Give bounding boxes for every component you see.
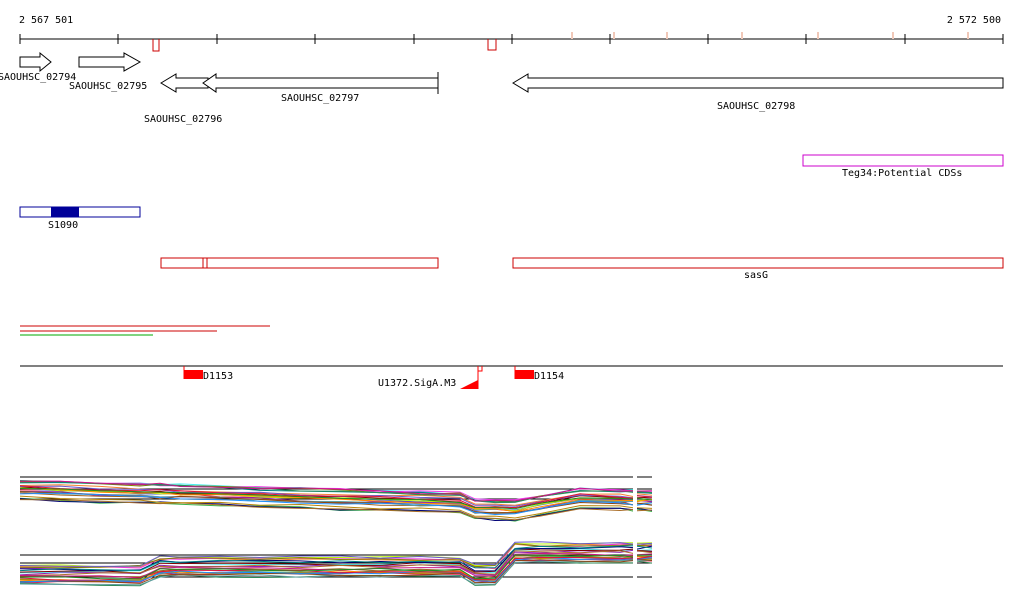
expression-trace — [19, 480, 653, 504]
end-coordinate: 2 572 500 — [947, 15, 1001, 26]
gene-label: SAOUHSC_02795 — [69, 81, 147, 92]
srna-box[interactable] — [19, 206, 141, 218]
ruler-red-notch — [487, 39, 497, 51]
gene-label: SAOUHSC_02797 — [281, 93, 359, 104]
expression-trace — [19, 558, 653, 584]
potential-cds-label: Teg34:Potential CDSs — [842, 168, 962, 179]
annotation-box[interactable] — [512, 257, 1004, 269]
gene-track: SAOUHSC_02794 SAOUHSC_02795 SAOUHSC_0279… — [0, 51, 1004, 125]
gene-arrow-reverse[interactable] — [160, 73, 209, 93]
regulatory-label: U1372.SigA.M3 — [378, 378, 456, 389]
expression-trace — [19, 550, 653, 576]
expression-trace — [19, 488, 653, 510]
expression-trace — [19, 488, 653, 513]
ruler-ticks — [19, 34, 1004, 44]
panel-gap — [633, 460, 637, 595]
start-coordinate: 2 567 501 — [19, 15, 73, 26]
srna-core — [51, 207, 79, 217]
coverage-lines — [20, 325, 270, 336]
expression-trace — [19, 556, 653, 583]
regulatory-track: D1153 U1372.SigA.M3 D1154 — [20, 365, 1003, 389]
expression-panel-bottom — [19, 541, 653, 587]
gene-arrow-forward[interactable] — [19, 51, 52, 73]
srna-label: S1090 — [48, 220, 78, 231]
expression-trace — [19, 542, 653, 569]
expression-trace — [19, 480, 653, 502]
gene-label: SAOUHSC_02796 — [144, 114, 222, 125]
annotation-label: sasG — [744, 270, 768, 281]
ruler-pale-ticks — [571, 32, 969, 39]
expression-trace — [19, 543, 653, 569]
regulatory-block[interactable] — [515, 370, 534, 379]
expression-trace — [19, 499, 653, 521]
expression-trace — [19, 485, 653, 509]
regulatory-block[interactable] — [184, 370, 203, 379]
expression-trace — [19, 495, 653, 519]
expression-trace — [19, 545, 653, 572]
promoter-mark — [477, 366, 483, 372]
regulatory-label: D1154 — [534, 371, 564, 382]
gene-label: SAOUHSC_02794 — [0, 72, 76, 83]
gene-arrow-reverse[interactable] — [202, 73, 439, 93]
potential-cds-track: Teg34:Potential CDSs — [802, 154, 1004, 179]
expression-trace — [19, 498, 653, 522]
expression-trace — [19, 552, 653, 579]
expression-trace — [19, 555, 653, 581]
srna-track: S1090 — [19, 206, 141, 231]
expression-trace — [19, 554, 653, 580]
expression-panel-top — [19, 476, 653, 522]
expression-trace — [19, 492, 653, 516]
ruler-red-notch — [152, 39, 160, 52]
regulatory-label: D1153 — [203, 371, 233, 382]
gene-arrow-reverse[interactable] — [512, 73, 1004, 93]
gene-label: SAOUHSC_02798 — [717, 101, 795, 112]
annotation-track: sasG — [160, 257, 1004, 281]
annotation-box[interactable] — [160, 257, 439, 269]
gene-arrow-forward[interactable] — [78, 52, 142, 72]
expression-trace — [19, 488, 652, 511]
coordinate-ruler: 2 567 501 2 572 500 — [19, 15, 1004, 52]
expression-trace — [19, 548, 653, 574]
potential-cds-box[interactable] — [802, 154, 1004, 167]
promoter-triangle[interactable] — [460, 380, 478, 389]
expression-trace — [19, 541, 653, 567]
